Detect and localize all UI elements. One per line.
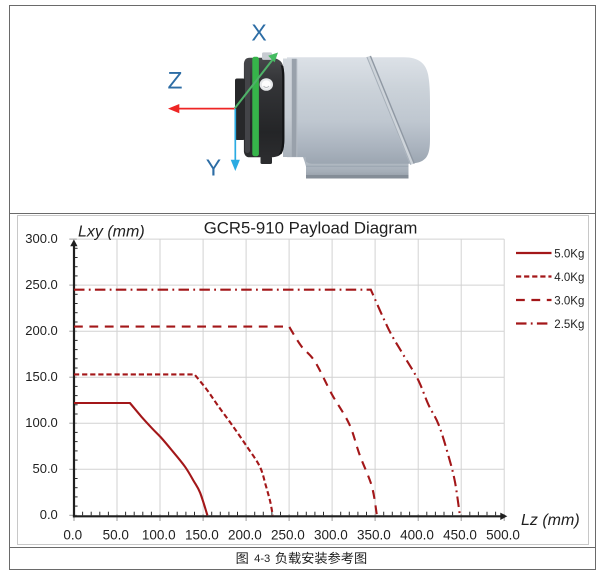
svg-text:250.0: 250.0	[271, 527, 305, 542]
svg-text:5.0Kg: 5.0Kg	[554, 248, 584, 260]
svg-text:250.0: 250.0	[25, 277, 58, 292]
svg-text:0.0: 0.0	[63, 527, 82, 542]
svg-text:200.0: 200.0	[228, 527, 262, 542]
svg-text:350.0: 350.0	[357, 527, 391, 542]
svg-text:0.0: 0.0	[40, 507, 58, 522]
svg-text:500.0: 500.0	[486, 527, 520, 542]
svg-text:150.0: 150.0	[185, 527, 219, 542]
svg-text:50.0: 50.0	[32, 461, 57, 476]
svg-text:3.0Kg: 3.0Kg	[554, 295, 584, 307]
svg-text:Z: Z	[168, 67, 183, 94]
svg-text:Lxy (mm): Lxy (mm)	[78, 223, 145, 240]
svg-text:300.0: 300.0	[314, 527, 348, 542]
svg-text:400.0: 400.0	[400, 527, 434, 542]
svg-text:300.0: 300.0	[25, 231, 58, 246]
svg-text:X: X	[251, 19, 266, 45]
svg-text:Y: Y	[206, 154, 221, 180]
svg-text:4-3: 4-3	[254, 553, 270, 565]
svg-text:150.0: 150.0	[25, 369, 58, 384]
svg-text:100.0: 100.0	[142, 527, 176, 542]
svg-text:200.0: 200.0	[25, 323, 58, 338]
svg-text:4.0Kg: 4.0Kg	[554, 272, 584, 284]
svg-text:50.0: 50.0	[103, 527, 129, 542]
svg-text:GCR5-910 Payload Diagram: GCR5-910 Payload Diagram	[204, 219, 418, 238]
svg-text:450.0: 450.0	[443, 527, 477, 542]
svg-text:100.0: 100.0	[25, 415, 58, 430]
svg-text:Lz (mm): Lz (mm)	[521, 512, 580, 529]
svg-text:2.5Kg: 2.5Kg	[554, 319, 584, 331]
